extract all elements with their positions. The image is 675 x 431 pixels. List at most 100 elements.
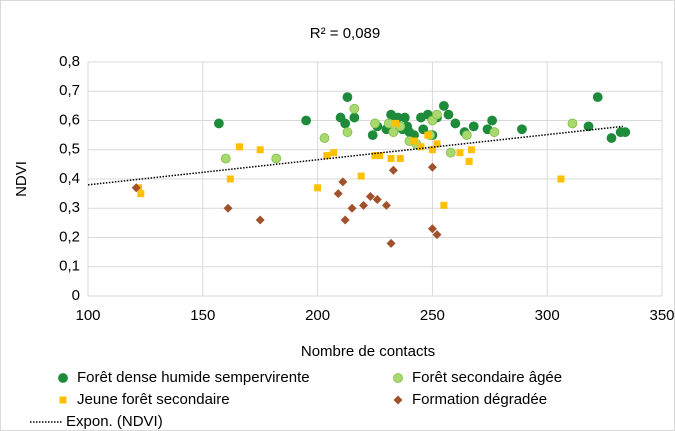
point (433, 140, 441, 148)
point (417, 143, 425, 151)
x-tick-label: 300 (535, 307, 560, 324)
point (256, 146, 264, 154)
point (396, 155, 404, 163)
y-axis-label: NDVI (13, 161, 30, 197)
point (456, 149, 464, 157)
point (410, 137, 418, 145)
point (213, 118, 224, 129)
point (583, 121, 594, 132)
point (428, 146, 436, 154)
y-tick-label: 0,8 (59, 53, 80, 70)
point (338, 177, 348, 187)
point (372, 194, 382, 204)
x-tick-label: 150 (190, 307, 215, 324)
point (340, 118, 351, 129)
y-tick-label: 0,5 (59, 141, 80, 158)
point (381, 200, 391, 210)
legend-marker (393, 373, 403, 383)
x-tick-label: 200 (305, 307, 330, 324)
point (376, 152, 384, 160)
point (371, 152, 379, 160)
y-tick-label: 0,7 (59, 82, 80, 99)
point (606, 133, 617, 143)
y-tick-label: 0,1 (59, 258, 80, 275)
point (301, 115, 312, 126)
point (347, 203, 357, 213)
point (349, 112, 360, 123)
legend-label: Jeune forêt secondaire (77, 391, 230, 408)
point (424, 131, 432, 139)
point (427, 162, 437, 172)
point (383, 118, 394, 129)
point (489, 127, 500, 138)
point (365, 192, 375, 202)
point (445, 147, 456, 158)
point (592, 92, 603, 102)
x-tick-label: 250 (420, 307, 445, 324)
y-tick-label: 0,2 (59, 228, 80, 245)
point (418, 124, 429, 135)
point (342, 127, 353, 138)
point (557, 175, 565, 183)
point (399, 112, 410, 123)
legend-marker (58, 373, 68, 383)
point (450, 118, 461, 129)
point (137, 190, 145, 198)
x-tick-label: 350 (649, 307, 674, 324)
point (226, 175, 234, 183)
point (432, 230, 442, 240)
point (465, 157, 473, 165)
point (323, 152, 331, 160)
point (220, 153, 231, 164)
legend-label: Forêt dense humide sempervirente (77, 369, 310, 386)
point (223, 203, 233, 213)
point (517, 124, 527, 135)
point (333, 189, 343, 199)
y-tick-label: 0,3 (59, 199, 80, 216)
point (388, 127, 399, 138)
x-axis-label: Nombre de contacts (301, 343, 435, 360)
legend-label: Forêt secondaire âgée (412, 369, 562, 386)
point (386, 238, 396, 248)
point (438, 100, 449, 111)
legend-marker (393, 395, 403, 405)
point (271, 153, 282, 164)
point (567, 118, 578, 129)
chart-title: R² = 0,089 (310, 25, 380, 42)
y-tick-label: 0,6 (59, 111, 80, 128)
point (487, 115, 497, 126)
y-tick-label: 0 (72, 287, 80, 304)
point (392, 119, 400, 127)
point (314, 184, 322, 192)
point (440, 201, 448, 209)
point (255, 215, 265, 225)
point (340, 215, 350, 225)
point (236, 143, 244, 151)
point (388, 165, 398, 175)
point (387, 155, 395, 163)
point (330, 149, 338, 157)
point (349, 103, 360, 114)
legend-label: Formation dégradée (412, 391, 547, 408)
y-tick-label: 0,4 (59, 170, 80, 187)
point (370, 118, 380, 129)
legend-marker (59, 396, 67, 404)
x-tick-label: 100 (75, 307, 100, 324)
point (443, 109, 454, 120)
point (367, 130, 378, 141)
point (468, 121, 479, 132)
point (131, 183, 141, 193)
point (427, 224, 437, 234)
point (357, 172, 365, 180)
point (620, 127, 631, 138)
point (461, 130, 472, 141)
point (467, 146, 475, 154)
point (319, 133, 330, 143)
point (359, 200, 369, 210)
legend-label: Expon. (NDVI) (66, 413, 163, 430)
trendline (87, 125, 624, 186)
point (342, 92, 353, 102)
point (432, 109, 442, 120)
